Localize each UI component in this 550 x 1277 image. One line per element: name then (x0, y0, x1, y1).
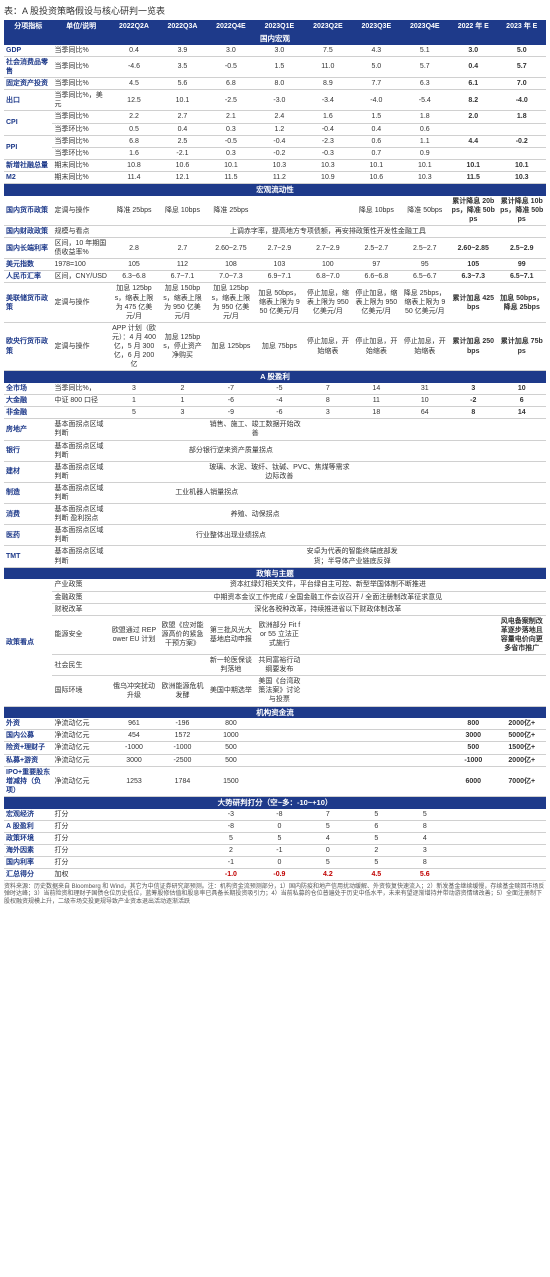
table-title: 表：A 股投资策略假设与核心研判一览表 (4, 4, 546, 17)
footnote: 资料来源：历史数据来自 Bloomberg 和 Wind，其它为中信证券研究部预… (4, 884, 546, 906)
strategy-table: 分项指标单位/说明2022Q2A2022Q3A2022Q4E2023Q1E202… (4, 20, 546, 881)
